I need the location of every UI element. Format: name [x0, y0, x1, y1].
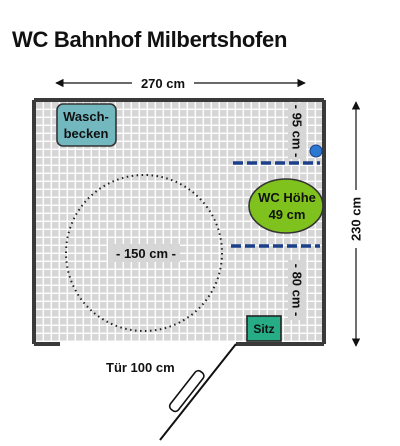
- seat: [246, 315, 282, 342]
- room-walls: [32, 98, 326, 346]
- sink-label-line2: becken: [64, 126, 109, 141]
- sink-label-line1: Wasch-: [63, 109, 109, 124]
- door-width-label: Tür 100 cm: [106, 360, 175, 375]
- turning-circle-label: - 150 cm -: [116, 246, 176, 261]
- height-label: 230 cm: [349, 197, 364, 241]
- sink: [56, 103, 117, 147]
- lower-gap-label: - 80 cm -: [290, 264, 305, 317]
- page-title: WC Bahnhof Milbertshofen: [12, 27, 288, 52]
- wc-label-line2: 49 cm: [269, 207, 306, 222]
- door: [159, 343, 237, 441]
- flush-button: [309, 144, 323, 158]
- upper-gap-label: - 95 cm -: [290, 105, 305, 158]
- turning-circle: [65, 174, 223, 332]
- wc-label-line1: WC Höhe: [258, 190, 316, 205]
- door-handle: [168, 369, 205, 413]
- seat-label: Sitz: [253, 322, 274, 336]
- wc-toilet: [248, 178, 324, 234]
- width-label: 270 cm: [141, 76, 185, 91]
